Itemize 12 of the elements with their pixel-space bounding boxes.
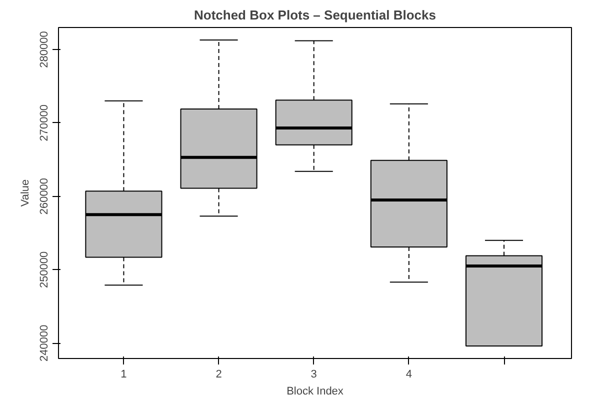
x-tick-label: 4	[406, 368, 412, 380]
x-axis-title: Block Index	[286, 386, 344, 398]
y-tick-label: 270000	[38, 104, 50, 142]
x-tick-label: 1	[120, 368, 127, 380]
y-tick-label: 240000	[38, 324, 50, 362]
chart-title: Notched Box Plots – Sequential Blocks	[194, 8, 436, 22]
y-axis-title: Value	[20, 179, 32, 207]
x-tick-label: 3	[310, 368, 317, 380]
y-tick-label: 280000	[38, 31, 50, 68]
x-tick-label: 2	[216, 368, 222, 380]
y-tick-label: 260000	[38, 178, 50, 215]
y-tick-label: 250000	[38, 251, 50, 288]
